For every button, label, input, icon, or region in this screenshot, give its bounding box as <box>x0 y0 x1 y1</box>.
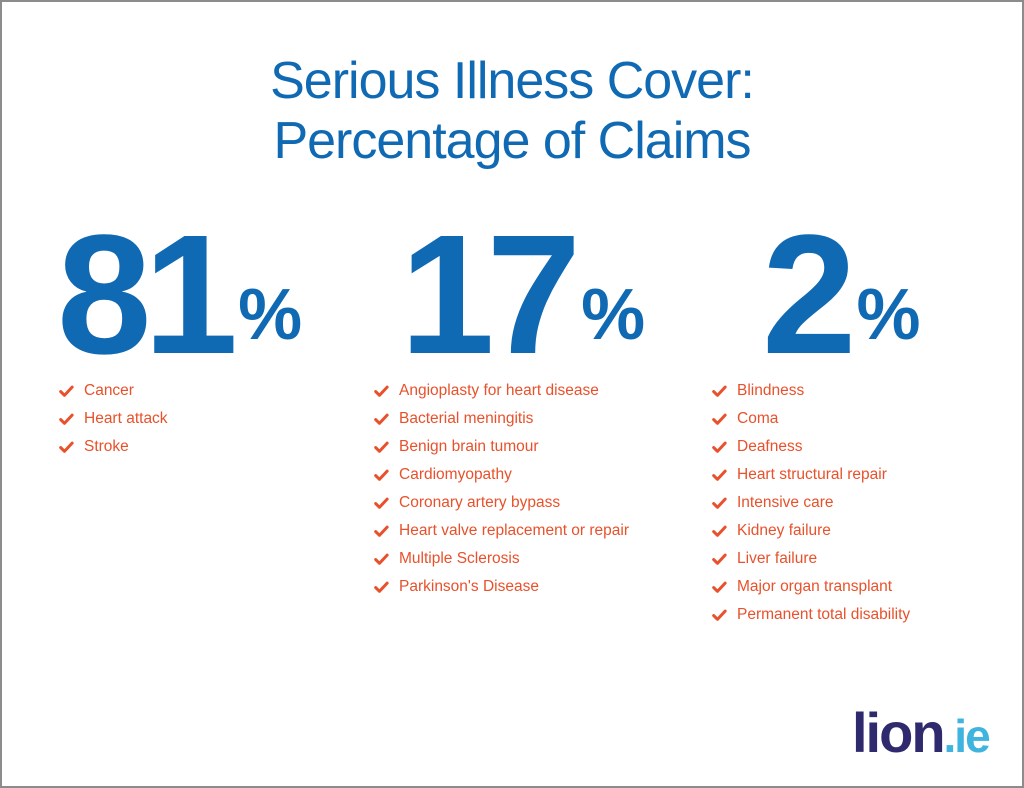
condition-list-item: Stroke <box>59 433 389 461</box>
condition-list-item: Heart attack <box>59 405 389 433</box>
checkmark-icon <box>59 413 74 425</box>
checkmark-icon <box>712 497 727 509</box>
checkmark-icon <box>374 497 389 509</box>
title-line-1: Serious Illness Cover: <box>270 52 755 110</box>
checkmark-icon <box>712 581 727 593</box>
condition-list-item: Cancer <box>59 377 389 405</box>
condition-label: Parkinson's Disease <box>399 578 539 595</box>
condition-label: Stroke <box>84 438 129 455</box>
checkmark-icon <box>374 469 389 481</box>
conditions-list-17: Angioplasty for heart disease Bacterial … <box>374 377 704 601</box>
percentage-stat-2: 2% <box>762 210 921 380</box>
checkmark-icon <box>712 609 727 621</box>
condition-list-item: Blindness <box>712 377 1022 405</box>
checkmark-icon <box>712 553 727 565</box>
condition-label: Heart attack <box>84 410 168 427</box>
checkmark-icon <box>374 553 389 565</box>
conditions-list-81: Cancer Heart attack Stroke <box>59 377 389 461</box>
condition-label: Kidney failure <box>737 522 831 539</box>
condition-label: Coronary artery bypass <box>399 494 561 511</box>
checkmark-icon <box>374 525 389 537</box>
percentage-number: 17 <box>400 200 581 390</box>
page-title: Serious Illness Cover: Percentage of Cla… <box>2 52 1022 172</box>
logo-brand-text: lion <box>852 701 946 764</box>
checkmark-icon <box>712 441 727 453</box>
condition-list-item: Bacterial meningitis <box>374 405 704 433</box>
condition-label: Cancer <box>84 382 134 399</box>
checkmark-icon <box>59 441 74 453</box>
percentage-stat-17: 17% <box>400 210 645 380</box>
condition-label: Coma <box>737 410 779 427</box>
condition-list-item: Multiple Sclerosis <box>374 545 704 573</box>
condition-list-item: Parkinson's Disease <box>374 573 704 601</box>
condition-label: Angioplasty for heart disease <box>399 382 599 399</box>
condition-label: Deafness <box>737 438 803 455</box>
condition-list-item: Liver failure <box>712 545 1022 573</box>
condition-list-item: Benign brain tumour <box>374 433 704 461</box>
condition-list-item: Heart structural repair <box>712 461 1022 489</box>
checkmark-icon <box>374 581 389 593</box>
percent-sign: % <box>856 275 921 355</box>
percent-sign: % <box>238 275 303 355</box>
condition-label: Liver failure <box>737 550 818 567</box>
condition-label: Multiple Sclerosis <box>399 550 520 567</box>
checkmark-icon <box>712 469 727 481</box>
condition-list-item: Kidney failure <box>712 517 1022 545</box>
condition-label: Permanent total disability <box>737 606 911 623</box>
percentage-number: 81 <box>57 200 238 390</box>
condition-label: Cardiomyopathy <box>399 466 512 483</box>
condition-label: Heart valve replacement or repair <box>399 522 630 539</box>
checkmark-icon <box>374 441 389 453</box>
condition-list-item: Coronary artery bypass <box>374 489 704 517</box>
condition-list-item: Major organ transplant <box>712 573 1022 601</box>
condition-list-item: Cardiomyopathy <box>374 461 704 489</box>
percentage-stat-81: 81% <box>57 210 302 380</box>
conditions-list-2: Blindness Coma Deafness Heart structural… <box>712 377 1022 629</box>
condition-list-item: Deafness <box>712 433 1022 461</box>
condition-list-item: Coma <box>712 405 1022 433</box>
logo-tld-text: .ie <box>943 710 991 762</box>
percentage-number: 2 <box>762 200 857 390</box>
percent-sign: % <box>581 275 646 355</box>
condition-label: Blindness <box>737 382 805 399</box>
condition-label: Heart structural repair <box>737 466 887 483</box>
condition-label: Bacterial meningitis <box>399 410 534 427</box>
checkmark-icon <box>59 385 74 397</box>
condition-label: Intensive care <box>737 494 834 511</box>
title-line-2: Percentage of Claims <box>273 111 751 170</box>
condition-list-item: Intensive care <box>712 489 1022 517</box>
condition-label: Major organ transplant <box>737 578 893 595</box>
condition-list-item: Angioplasty for heart disease <box>374 377 704 405</box>
checkmark-icon <box>712 525 727 537</box>
checkmark-icon <box>374 413 389 425</box>
lion-ie-logo: lion.ie <box>852 700 991 765</box>
checkmark-icon <box>712 413 727 425</box>
condition-list-item: Heart valve replacement or repair <box>374 517 704 545</box>
checkmark-icon <box>374 385 389 397</box>
condition-list-item: Permanent total disability <box>712 601 1022 629</box>
checkmark-icon <box>712 385 727 397</box>
condition-label: Benign brain tumour <box>399 438 539 455</box>
